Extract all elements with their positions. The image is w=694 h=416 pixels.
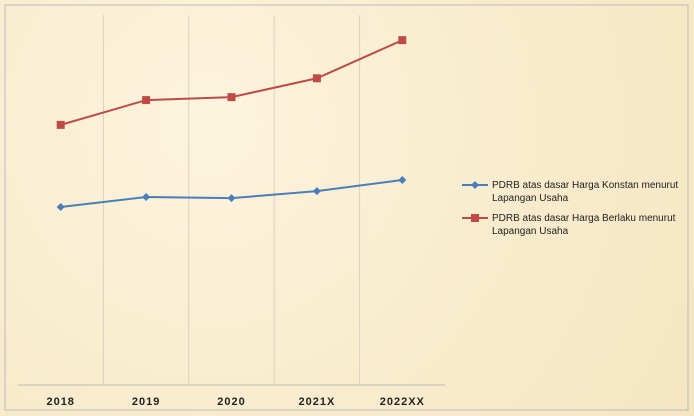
marker	[312, 74, 321, 83]
chart-border	[4, 4, 689, 411]
marker	[142, 96, 151, 105]
marker	[398, 36, 407, 45]
series-line	[60, 179, 403, 209]
marker	[227, 194, 236, 203]
marker	[56, 120, 65, 129]
marker	[227, 93, 236, 102]
marker	[398, 176, 407, 185]
legend-entry: PDRB atas dasar Harga Konstan menurut La…	[492, 180, 679, 204]
x-tick-label: 2020	[217, 396, 245, 408]
legend-marker	[471, 181, 479, 189]
x-tick-label: 2019	[132, 396, 160, 408]
x-tick-label: 2022XX	[380, 396, 425, 408]
marker	[142, 193, 151, 202]
marker	[56, 203, 65, 212]
legend-entry: PDRB atas dasar Harga Berlaku menurut La…	[492, 213, 676, 237]
legend-marker	[471, 214, 479, 222]
x-tick-label: 2021X	[298, 396, 335, 408]
marker	[312, 187, 321, 196]
series-line	[60, 39, 403, 126]
x-tick-label: 2018	[46, 396, 74, 408]
